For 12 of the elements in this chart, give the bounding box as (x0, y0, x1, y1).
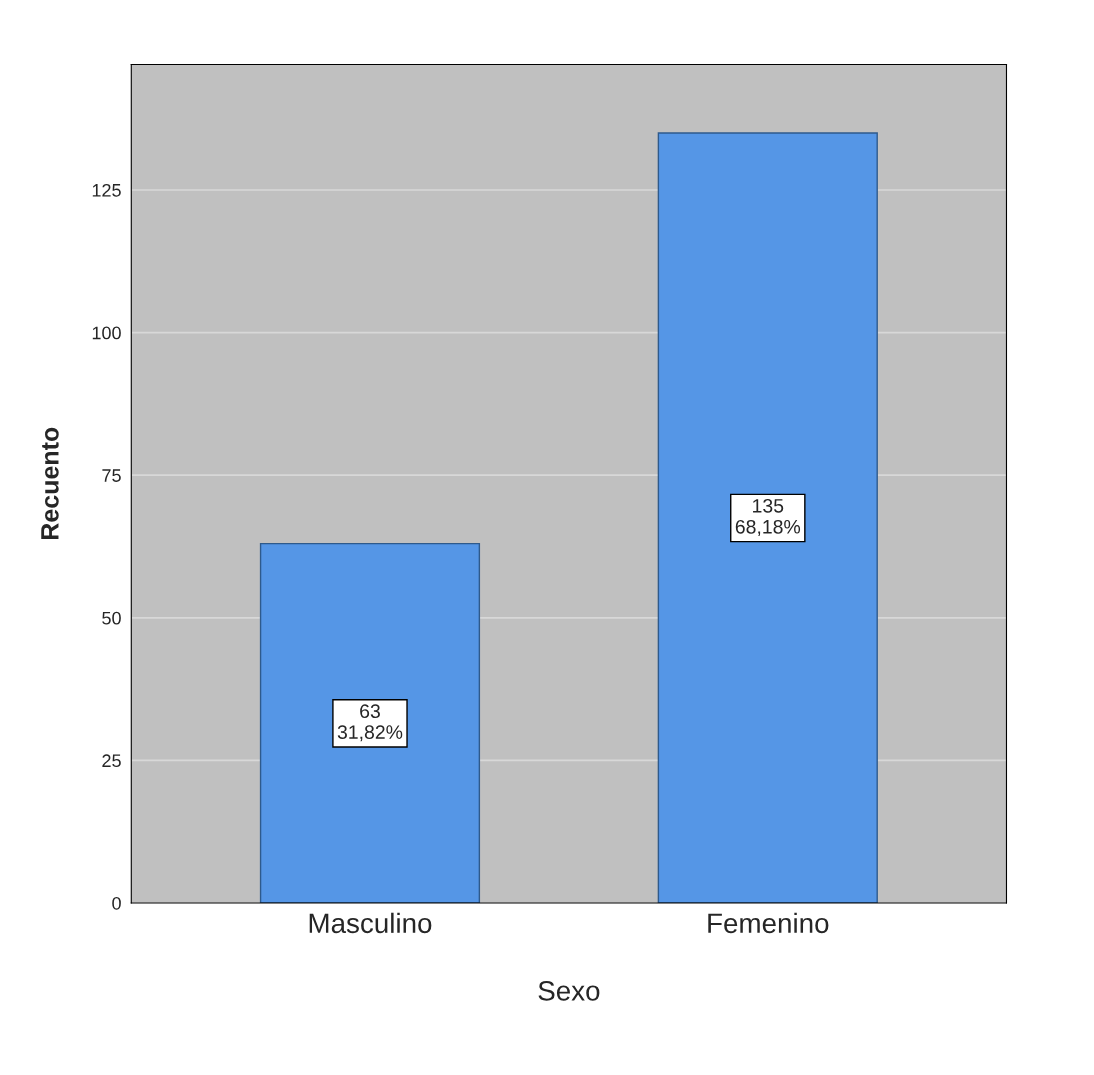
y-tick-label: 0 (112, 896, 121, 910)
y-tick-label: 25 (102, 754, 121, 768)
data-label: 63 31,82% (337, 704, 403, 742)
y-axis-title: Recuento (41, 427, 59, 540)
y-tick-label: 75 (102, 469, 121, 482)
y-tick-label: 100 (92, 326, 121, 340)
x-tick-label: Femenino (708, 912, 829, 934)
y-tick-label: 125 (92, 183, 121, 197)
y-tick-label: 50 (102, 611, 121, 625)
x-axis-title: Sexo (538, 981, 600, 1001)
data-label: 135 68,18% (735, 498, 801, 536)
x-tick-label: Masculino (309, 912, 432, 934)
